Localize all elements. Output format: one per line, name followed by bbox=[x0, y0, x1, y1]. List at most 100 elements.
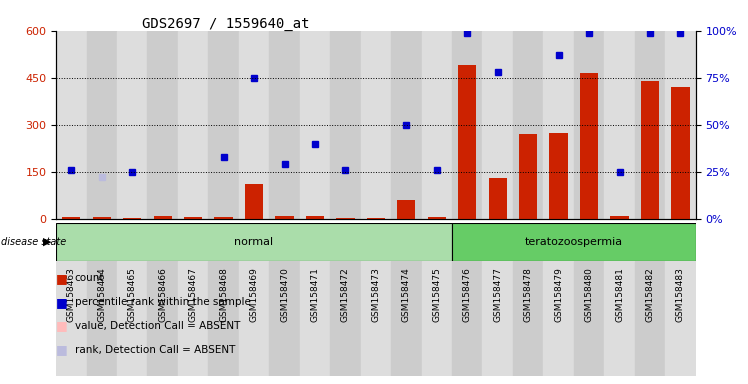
Bar bbox=[361, 31, 391, 219]
Text: GSM158482: GSM158482 bbox=[646, 267, 654, 322]
Bar bbox=[87, 31, 117, 219]
Bar bbox=[209, 31, 239, 219]
Bar bbox=[239, 261, 269, 376]
Bar bbox=[513, 261, 543, 376]
Text: GSM158466: GSM158466 bbox=[158, 267, 168, 322]
Bar bbox=[604, 261, 635, 376]
Text: rank, Detection Call = ABSENT: rank, Detection Call = ABSENT bbox=[75, 345, 235, 355]
Bar bbox=[153, 216, 172, 219]
Text: GSM158472: GSM158472 bbox=[341, 267, 350, 322]
Bar bbox=[422, 31, 452, 219]
Bar bbox=[123, 218, 141, 219]
Bar bbox=[117, 31, 147, 219]
Bar bbox=[458, 65, 476, 219]
Text: GSM158468: GSM158468 bbox=[219, 267, 228, 322]
Text: disease state: disease state bbox=[1, 237, 66, 247]
Bar bbox=[452, 31, 482, 219]
Bar bbox=[671, 87, 690, 219]
Text: GSM158469: GSM158469 bbox=[250, 267, 259, 322]
Text: ■: ■ bbox=[56, 272, 68, 285]
Text: GSM158477: GSM158477 bbox=[493, 267, 502, 322]
Bar bbox=[580, 73, 598, 219]
Bar bbox=[147, 261, 178, 376]
Bar bbox=[56, 223, 452, 261]
Bar bbox=[178, 261, 209, 376]
Text: GSM158479: GSM158479 bbox=[554, 267, 563, 322]
Text: GSM158476: GSM158476 bbox=[463, 267, 472, 322]
Text: GSM158475: GSM158475 bbox=[432, 267, 441, 322]
Bar bbox=[452, 223, 696, 261]
Bar bbox=[610, 216, 628, 219]
Bar bbox=[604, 31, 635, 219]
Text: GSM158478: GSM158478 bbox=[524, 267, 533, 322]
Bar bbox=[367, 218, 385, 219]
Text: GSM158470: GSM158470 bbox=[280, 267, 289, 322]
Bar bbox=[428, 217, 446, 219]
Bar bbox=[306, 216, 324, 219]
Bar bbox=[300, 31, 330, 219]
Bar bbox=[147, 31, 178, 219]
Bar bbox=[482, 31, 513, 219]
Text: ■: ■ bbox=[56, 296, 68, 309]
Bar bbox=[635, 261, 665, 376]
Bar bbox=[269, 261, 300, 376]
Bar bbox=[56, 261, 87, 376]
Text: GSM158467: GSM158467 bbox=[188, 267, 197, 322]
Bar bbox=[215, 217, 233, 219]
Bar bbox=[665, 31, 696, 219]
Text: GSM158481: GSM158481 bbox=[615, 267, 624, 322]
Bar bbox=[488, 178, 507, 219]
Bar bbox=[452, 261, 482, 376]
Bar bbox=[93, 217, 111, 219]
Bar bbox=[574, 261, 604, 376]
Bar bbox=[62, 217, 81, 219]
Text: GDS2697 / 1559640_at: GDS2697 / 1559640_at bbox=[142, 17, 310, 31]
Bar bbox=[178, 31, 209, 219]
Text: GSM158463: GSM158463 bbox=[67, 267, 76, 322]
Text: percentile rank within the sample: percentile rank within the sample bbox=[75, 297, 251, 307]
Bar bbox=[519, 134, 537, 219]
Bar bbox=[361, 261, 391, 376]
Text: ▶: ▶ bbox=[43, 237, 52, 247]
Text: GSM158471: GSM158471 bbox=[310, 267, 319, 322]
Bar bbox=[543, 31, 574, 219]
Bar bbox=[641, 81, 659, 219]
Text: count: count bbox=[75, 273, 104, 283]
Bar bbox=[269, 31, 300, 219]
Bar bbox=[513, 31, 543, 219]
Text: GSM158473: GSM158473 bbox=[371, 267, 381, 322]
Text: normal: normal bbox=[234, 237, 274, 247]
Bar bbox=[87, 261, 117, 376]
Bar bbox=[330, 261, 361, 376]
Text: ■: ■ bbox=[56, 319, 68, 333]
Bar bbox=[665, 261, 696, 376]
Bar bbox=[391, 261, 422, 376]
Bar bbox=[422, 261, 452, 376]
Text: GSM158480: GSM158480 bbox=[584, 267, 594, 322]
Bar bbox=[245, 184, 263, 219]
Bar bbox=[117, 261, 147, 376]
Bar bbox=[123, 218, 141, 219]
Bar bbox=[209, 261, 239, 376]
Bar bbox=[635, 31, 665, 219]
Bar bbox=[482, 261, 513, 376]
Text: ■: ■ bbox=[56, 343, 68, 356]
Bar bbox=[184, 217, 202, 219]
Bar bbox=[56, 31, 87, 219]
Text: GSM158474: GSM158474 bbox=[402, 267, 411, 322]
Text: GSM158465: GSM158465 bbox=[128, 267, 137, 322]
Bar bbox=[330, 31, 361, 219]
Text: GSM158483: GSM158483 bbox=[676, 267, 685, 322]
Bar bbox=[391, 31, 422, 219]
Bar bbox=[397, 200, 415, 219]
Text: value, Detection Call = ABSENT: value, Detection Call = ABSENT bbox=[75, 321, 240, 331]
Bar bbox=[550, 132, 568, 219]
Text: GSM158464: GSM158464 bbox=[97, 267, 106, 322]
Bar bbox=[239, 31, 269, 219]
Bar bbox=[337, 218, 355, 219]
Bar bbox=[275, 216, 294, 219]
Bar bbox=[300, 261, 330, 376]
Bar bbox=[543, 261, 574, 376]
Bar bbox=[574, 31, 604, 219]
Text: teratozoospermia: teratozoospermia bbox=[525, 237, 623, 247]
